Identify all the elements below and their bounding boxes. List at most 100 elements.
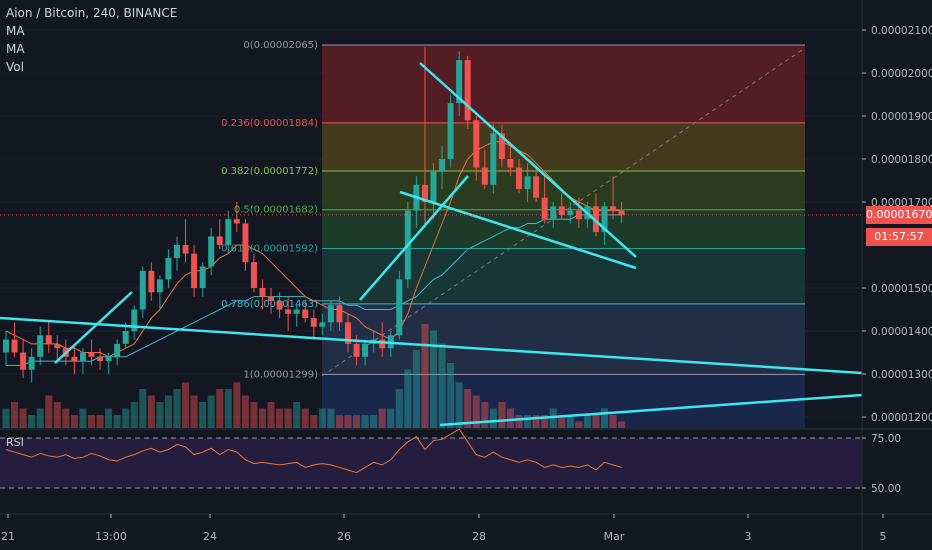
price-tick-label: 0.00001500 <box>871 283 932 295</box>
fib-zone <box>322 303 805 375</box>
candle-body[interactable] <box>336 305 343 323</box>
candle-body[interactable] <box>293 309 300 314</box>
volume-bar <box>216 389 224 428</box>
candle-body[interactable] <box>79 352 86 362</box>
volume-bar <box>327 408 335 428</box>
candle-body[interactable] <box>285 309 292 314</box>
volume-bar <box>173 389 181 428</box>
candle-body[interactable] <box>191 253 198 288</box>
support-trendline[interactable] <box>439 393 863 427</box>
candle-body[interactable] <box>345 322 351 344</box>
candle-body[interactable] <box>327 305 334 323</box>
volume-bar <box>79 408 87 428</box>
candle-body[interactable] <box>131 309 138 332</box>
indicator-ma-fast[interactable]: MA <box>6 24 25 38</box>
candle-body[interactable] <box>122 331 129 344</box>
volume-bar <box>412 350 420 428</box>
candle-body[interactable] <box>379 339 386 349</box>
fib-label: 0.786(0.00001463) <box>221 299 318 310</box>
candle-body[interactable] <box>114 343 121 357</box>
candle-body[interactable] <box>139 270 146 310</box>
candle-body[interactable] <box>618 210 625 215</box>
candle-body[interactable] <box>259 288 266 297</box>
candle-body[interactable] <box>208 236 215 267</box>
volume-bar <box>45 395 53 428</box>
chart-legend: Aion / Bitcoin, 240, BINANCE MA MA Vol <box>6 4 177 76</box>
candle-body[interactable] <box>610 206 617 211</box>
price-tick-label: 0.00001900 <box>871 111 932 123</box>
wedge-lower-trendline[interactable] <box>399 190 637 270</box>
rising-trendline-right[interactable] <box>359 175 469 301</box>
fib-zone <box>322 45 805 123</box>
price-tick-label: 0.00001300 <box>871 369 932 381</box>
candle-body[interactable] <box>250 262 257 288</box>
candle-body[interactable] <box>439 159 446 172</box>
candle-body[interactable] <box>156 279 163 293</box>
price-tick-label: 0.00001200 <box>871 412 932 424</box>
indicator-volume[interactable]: Vol <box>6 60 24 74</box>
rsi-band <box>0 438 862 488</box>
volume-bar <box>156 402 164 428</box>
candle-body[interactable] <box>481 167 488 185</box>
wedge-upper-trendline[interactable] <box>419 62 637 258</box>
candle-body[interactable] <box>430 171 437 202</box>
rising-trendline-left[interactable] <box>54 291 133 364</box>
candle-body[interactable] <box>216 236 223 245</box>
candle-body[interactable] <box>575 210 582 220</box>
candle-body[interactable] <box>174 245 180 258</box>
candle-body[interactable] <box>3 339 9 353</box>
candle-body[interactable] <box>447 103 454 159</box>
candle-body[interactable] <box>242 223 249 263</box>
candle-body[interactable] <box>558 206 565 215</box>
candle-body[interactable] <box>473 120 480 168</box>
candle-body[interactable] <box>148 270 155 293</box>
candle-body[interactable] <box>498 133 505 159</box>
candle-body[interactable] <box>541 197 548 220</box>
candle-body[interactable] <box>550 206 557 220</box>
candle-body[interactable] <box>11 339 18 353</box>
candle-body[interactable] <box>567 210 574 215</box>
candle-body[interactable] <box>71 356 78 362</box>
candle-body[interactable] <box>105 356 112 362</box>
candle-body[interactable] <box>88 352 95 357</box>
candle-body[interactable] <box>507 159 514 168</box>
candle-body[interactable] <box>225 219 232 245</box>
volume-bar <box>28 415 36 428</box>
candle-body[interactable] <box>182 245 189 254</box>
candle-body[interactable] <box>524 176 531 190</box>
candle-body[interactable] <box>268 296 275 301</box>
volume-bar <box>532 415 540 428</box>
volume-bar <box>489 408 497 428</box>
candle-body[interactable] <box>490 133 497 185</box>
candle-body[interactable] <box>199 266 206 289</box>
candle-body[interactable] <box>516 167 522 190</box>
candle-body[interactable] <box>421 184 428 202</box>
candle-body[interactable] <box>396 279 403 336</box>
candle-body[interactable] <box>28 356 35 370</box>
candle-body[interactable] <box>464 60 471 121</box>
candle-body[interactable] <box>37 335 44 357</box>
volume-bar <box>361 415 369 428</box>
candle-body[interactable] <box>601 206 608 233</box>
candle-body[interactable] <box>362 343 369 357</box>
candle-body[interactable] <box>533 176 540 198</box>
candle-body[interactable] <box>276 300 283 310</box>
candle-body[interactable] <box>319 322 326 327</box>
candle-body[interactable] <box>233 219 240 224</box>
candle-body[interactable] <box>310 318 317 327</box>
candle-body[interactable] <box>302 309 309 319</box>
volume-bar <box>139 389 147 428</box>
lower-resistance-trendline[interactable] <box>0 316 863 375</box>
fib-label: 0.5(0.00001682) <box>234 205 318 216</box>
candle-body[interactable] <box>45 335 52 344</box>
candle-body[interactable] <box>456 60 463 104</box>
candle-body[interactable] <box>592 206 599 233</box>
candle-body[interactable] <box>97 356 104 362</box>
candle-body[interactable] <box>20 352 27 370</box>
candle-body[interactable] <box>165 257 172 280</box>
indicator-ma-slow[interactable]: MA <box>6 42 25 56</box>
candle-body[interactable] <box>353 343 360 357</box>
candle-body[interactable] <box>54 343 61 349</box>
volume-bar <box>506 408 514 428</box>
